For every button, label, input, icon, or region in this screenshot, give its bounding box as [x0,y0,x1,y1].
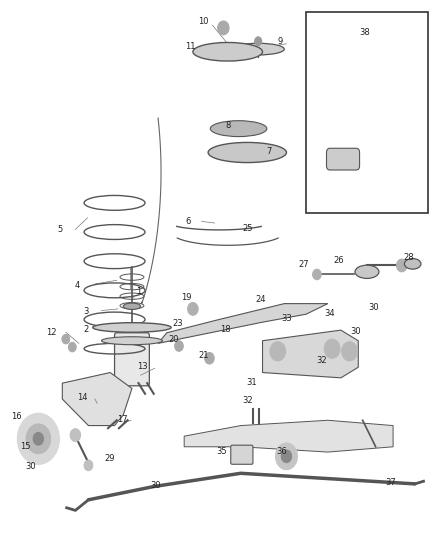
Circle shape [332,155,341,166]
Text: 19: 19 [181,293,191,302]
Ellipse shape [102,337,162,345]
Text: 24: 24 [255,295,265,304]
Text: 30: 30 [151,481,161,490]
Text: 2: 2 [84,325,89,334]
Text: 36: 36 [277,447,287,456]
Circle shape [276,443,297,470]
Text: 30: 30 [351,327,361,336]
Text: 34: 34 [325,309,336,318]
Circle shape [393,55,402,66]
Text: 32: 32 [316,357,327,366]
Text: 35: 35 [216,447,226,456]
Circle shape [26,424,50,454]
Bar [306,12,428,214]
Text: 7: 7 [266,147,272,156]
Circle shape [281,450,292,463]
Text: 8: 8 [225,122,230,131]
Text: 1: 1 [136,287,141,296]
Circle shape [345,155,354,166]
Ellipse shape [404,259,421,269]
Circle shape [62,334,70,344]
Text: 27: 27 [299,260,309,269]
Text: 16: 16 [11,412,22,421]
Ellipse shape [93,322,171,332]
Text: 29: 29 [104,455,115,464]
Circle shape [187,303,198,316]
Text: 4: 4 [75,280,80,289]
Circle shape [270,342,286,361]
Circle shape [175,341,184,351]
Ellipse shape [355,265,379,278]
Circle shape [314,80,324,93]
Polygon shape [262,330,358,378]
Circle shape [393,98,402,109]
Text: 26: 26 [333,256,344,265]
Circle shape [33,432,44,445]
Circle shape [70,429,81,441]
Text: 6: 6 [186,217,191,226]
Circle shape [68,342,76,352]
Ellipse shape [193,43,262,61]
Circle shape [313,269,321,280]
Text: 31: 31 [246,377,257,386]
Circle shape [18,414,59,464]
Text: 12: 12 [46,328,57,337]
Text: 32: 32 [242,396,253,405]
Ellipse shape [123,303,141,310]
Ellipse shape [208,142,286,163]
Text: 17: 17 [117,415,128,424]
Text: 14: 14 [77,393,87,402]
Text: 20: 20 [168,335,179,344]
Text: 13: 13 [138,362,148,370]
FancyBboxPatch shape [231,445,253,464]
Text: 18: 18 [220,325,231,334]
Text: 25: 25 [242,224,253,233]
Text: 11: 11 [185,42,196,51]
Ellipse shape [232,43,284,55]
Text: 3: 3 [84,307,89,316]
Text: 9: 9 [277,37,283,46]
Text: 21: 21 [198,351,209,360]
Text: 33: 33 [281,314,292,323]
Circle shape [218,21,229,35]
Polygon shape [184,420,393,452]
Text: 38: 38 [360,28,370,37]
Text: 37: 37 [385,478,396,487]
Text: 10: 10 [198,17,209,26]
Polygon shape [158,304,328,343]
Text: 5: 5 [57,225,63,234]
Text: 23: 23 [172,319,183,328]
Text: 28: 28 [403,253,413,262]
Ellipse shape [210,120,267,136]
FancyBboxPatch shape [326,148,360,170]
Circle shape [324,339,340,358]
Text: 30: 30 [26,463,36,471]
FancyBboxPatch shape [115,333,149,386]
Polygon shape [62,373,132,425]
Circle shape [396,259,407,272]
Circle shape [205,352,214,364]
Circle shape [342,342,357,361]
Circle shape [314,37,324,50]
Text: 15: 15 [20,442,31,451]
Circle shape [84,460,93,471]
Circle shape [254,37,261,45]
Text: 30: 30 [368,303,379,312]
